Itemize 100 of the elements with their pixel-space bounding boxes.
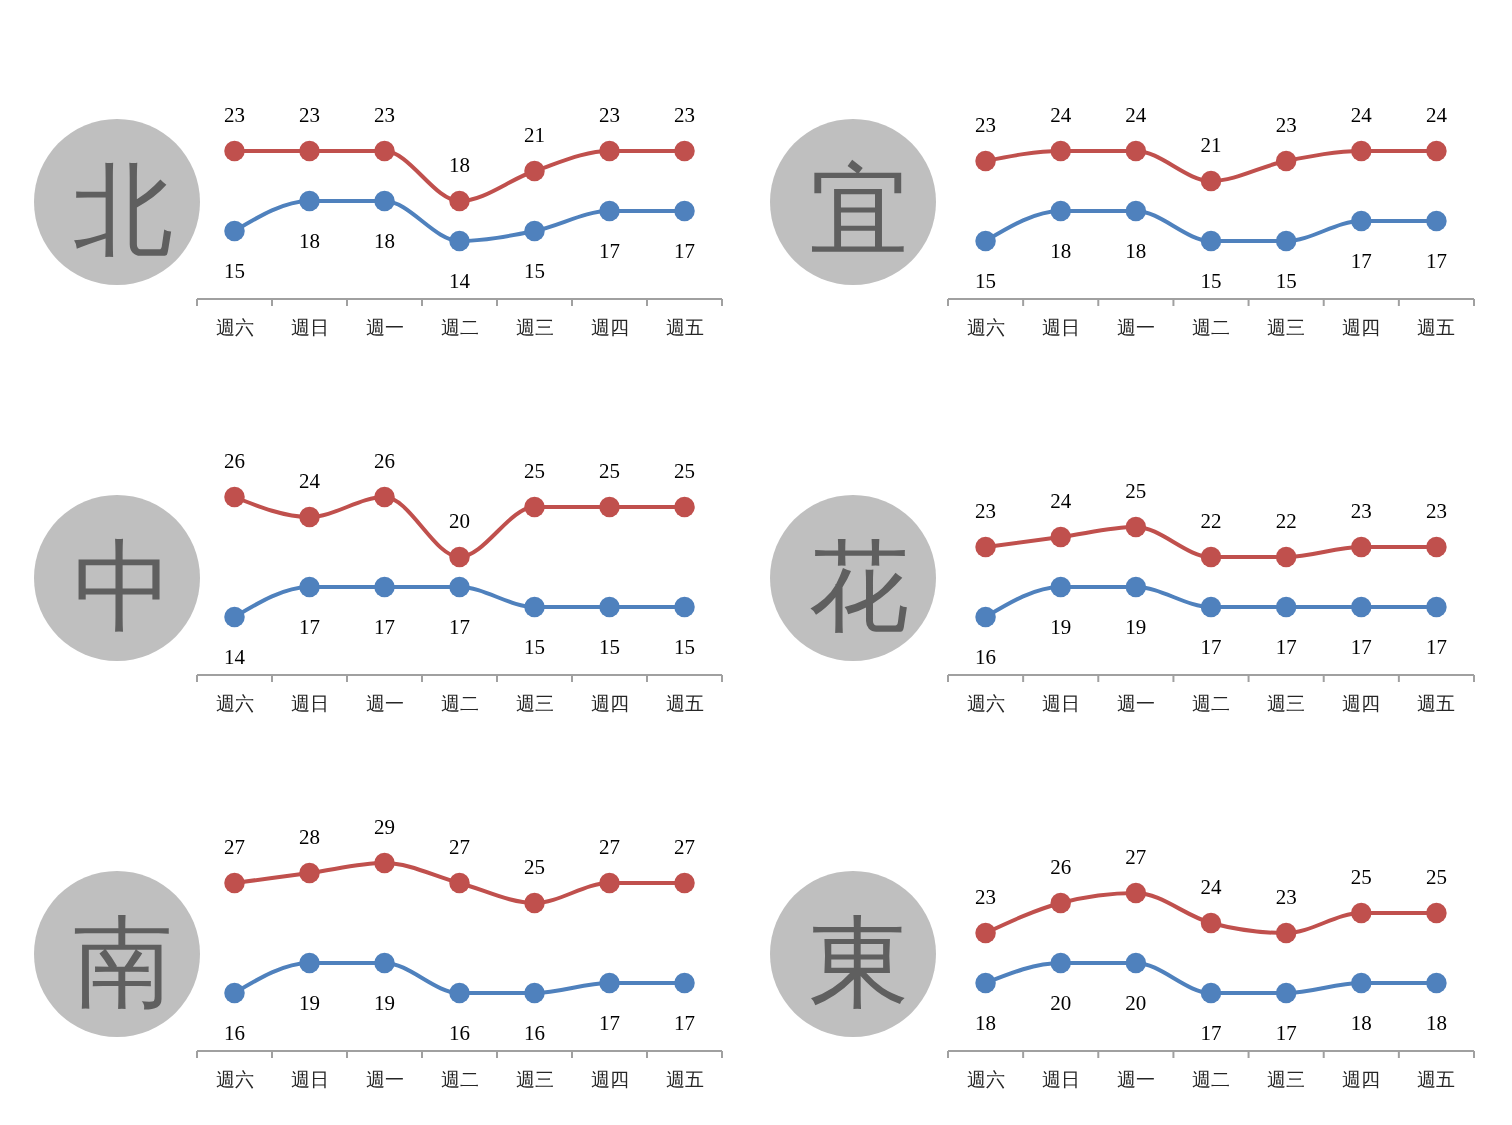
point bbox=[1050, 140, 1071, 162]
x-tick-label: 週三 bbox=[1267, 1069, 1306, 1090]
data-label: 15 bbox=[1200, 269, 1222, 293]
point bbox=[975, 606, 996, 628]
x-tick-label: 週五 bbox=[665, 693, 704, 714]
data-label: 25 bbox=[524, 855, 545, 879]
point bbox=[374, 140, 395, 162]
x-tick-label: 週四 bbox=[590, 317, 629, 338]
data-label: 18 bbox=[1050, 239, 1072, 263]
point bbox=[299, 506, 320, 528]
point bbox=[1125, 140, 1147, 162]
point bbox=[1050, 576, 1071, 598]
point bbox=[674, 972, 695, 994]
point bbox=[299, 862, 320, 884]
data-label: 24 bbox=[1200, 875, 1222, 899]
x-tick-label: 週六 bbox=[966, 693, 1005, 714]
data-label: 17 bbox=[1350, 249, 1372, 273]
data-label: 20 bbox=[449, 509, 470, 533]
data-label: 25 bbox=[599, 459, 620, 483]
x-tick-label: 週四 bbox=[590, 693, 629, 714]
point bbox=[1200, 982, 1222, 1004]
data-label: 20 bbox=[1050, 991, 1072, 1015]
x-tick-label: 週一 bbox=[365, 693, 404, 714]
x-tick-label: 週四 bbox=[1342, 317, 1381, 338]
x-tick-label: 週日 bbox=[1041, 1069, 1080, 1090]
point bbox=[599, 596, 620, 618]
data-label: 23 bbox=[1275, 885, 1297, 909]
data-label: 17 bbox=[299, 615, 320, 639]
point bbox=[1050, 952, 1071, 974]
point bbox=[1426, 902, 1447, 924]
x-tick-label: 週三 bbox=[515, 693, 554, 714]
data-label: 17 bbox=[674, 239, 695, 263]
point bbox=[224, 872, 245, 894]
data-label: 27 bbox=[449, 835, 470, 859]
point bbox=[975, 922, 996, 944]
data-label: 21 bbox=[524, 123, 545, 147]
data-label: 17 bbox=[1425, 249, 1447, 273]
point bbox=[1426, 972, 1447, 994]
point bbox=[299, 952, 320, 974]
data-label: 18 bbox=[1425, 1011, 1447, 1035]
point bbox=[1050, 200, 1071, 222]
x-tick-label: 週六 bbox=[215, 317, 254, 338]
point bbox=[1275, 596, 1297, 618]
point bbox=[524, 982, 545, 1004]
point bbox=[1125, 952, 1147, 974]
data-label: 23 bbox=[599, 103, 620, 127]
data-label: 27 bbox=[599, 835, 620, 859]
data-label: 17 bbox=[1200, 635, 1222, 659]
point bbox=[449, 576, 470, 598]
data-label: 15 bbox=[674, 635, 695, 659]
point bbox=[1426, 140, 1447, 162]
point bbox=[975, 150, 996, 172]
data-label: 16 bbox=[975, 645, 997, 669]
point bbox=[674, 596, 695, 618]
data-label: 15 bbox=[599, 635, 620, 659]
point bbox=[599, 140, 620, 162]
point bbox=[1125, 516, 1147, 538]
data-label: 17 bbox=[1200, 1021, 1222, 1045]
data-label: 22 bbox=[1275, 509, 1297, 533]
data-label: 17 bbox=[674, 1011, 695, 1035]
point bbox=[599, 496, 620, 518]
point bbox=[1200, 230, 1222, 252]
x-tick-label: 週六 bbox=[215, 1069, 254, 1090]
data-label: 18 bbox=[374, 229, 395, 253]
point bbox=[224, 606, 245, 628]
point bbox=[1200, 596, 1222, 618]
x-tick-label: 週日 bbox=[290, 693, 329, 714]
data-label: 15 bbox=[1275, 269, 1297, 293]
point bbox=[1426, 210, 1447, 232]
x-tick-label: 週二 bbox=[440, 317, 479, 338]
point bbox=[374, 852, 395, 874]
data-label: 17 bbox=[449, 615, 470, 639]
data-label: 17 bbox=[599, 239, 620, 263]
data-label: 23 bbox=[975, 113, 997, 137]
point bbox=[524, 496, 545, 518]
chart-title: 東 bbox=[809, 903, 909, 1021]
point bbox=[449, 982, 470, 1004]
data-label: 18 bbox=[449, 153, 470, 177]
data-label: 19 bbox=[374, 991, 395, 1015]
point bbox=[449, 230, 470, 252]
x-tick-label: 週一 bbox=[1116, 693, 1155, 714]
x-tick-label: 週四 bbox=[1342, 693, 1381, 714]
point bbox=[1351, 210, 1372, 232]
data-label: 25 bbox=[1425, 865, 1447, 889]
data-label: 25 bbox=[674, 459, 695, 483]
point bbox=[524, 892, 545, 914]
point bbox=[1351, 140, 1372, 162]
x-tick-label: 週日 bbox=[1041, 317, 1080, 338]
chart-title: 中 bbox=[73, 527, 173, 645]
x-tick-label: 週四 bbox=[1342, 1069, 1381, 1090]
x-tick-label: 週日 bbox=[1041, 693, 1080, 714]
data-label: 26 bbox=[224, 449, 245, 473]
point bbox=[449, 872, 470, 894]
x-tick-label: 週六 bbox=[966, 1069, 1005, 1090]
x-tick-label: 週三 bbox=[1267, 317, 1306, 338]
point bbox=[599, 972, 620, 994]
point bbox=[1275, 982, 1297, 1004]
x-tick-label: 週二 bbox=[1192, 693, 1230, 714]
data-label: 19 bbox=[1125, 615, 1147, 639]
point bbox=[374, 576, 395, 598]
